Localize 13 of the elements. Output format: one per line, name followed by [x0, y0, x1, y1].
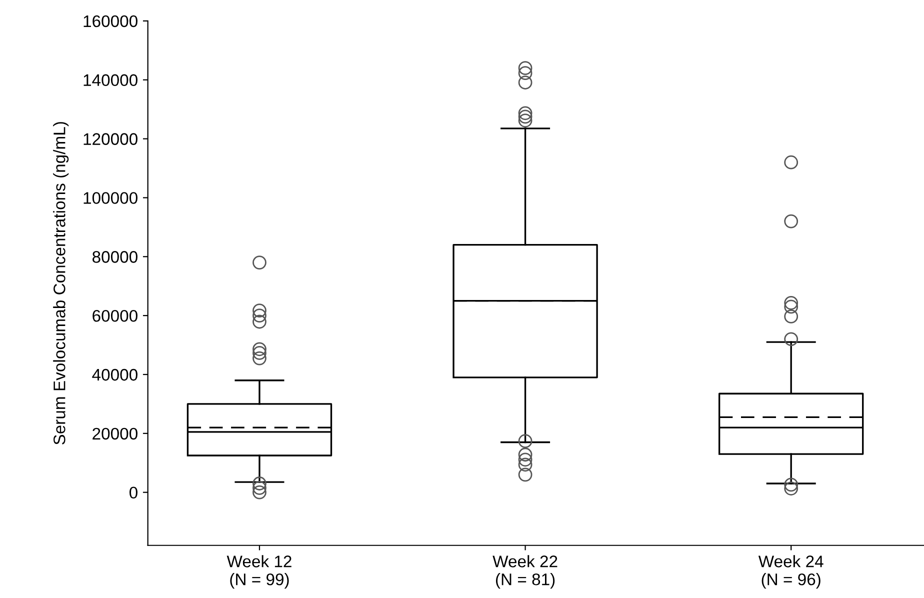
y-tick-label: 60000	[92, 310, 138, 322]
x-tick-label: Week 22 (N = 81)	[492, 555, 558, 589]
y-tick-label: 0	[130, 486, 138, 499]
y-tick-label: 100000	[84, 192, 138, 204]
x-tick-label: Week 24 (N = 96)	[758, 555, 824, 589]
x-tick-label: Week 12 (N = 99)	[226, 555, 292, 589]
y-tick-label: 40000	[92, 368, 138, 381]
y-tick-label: 140000	[84, 74, 138, 86]
y-tick-label: 120000	[84, 133, 138, 145]
y-axis-title: Serum Evolocumab Concentrations (ng/mL)	[53, 122, 69, 444]
y-tick-label: 80000	[92, 251, 138, 263]
y-tick-label: 160000	[84, 15, 138, 28]
y-tick-label: 20000	[92, 428, 138, 440]
